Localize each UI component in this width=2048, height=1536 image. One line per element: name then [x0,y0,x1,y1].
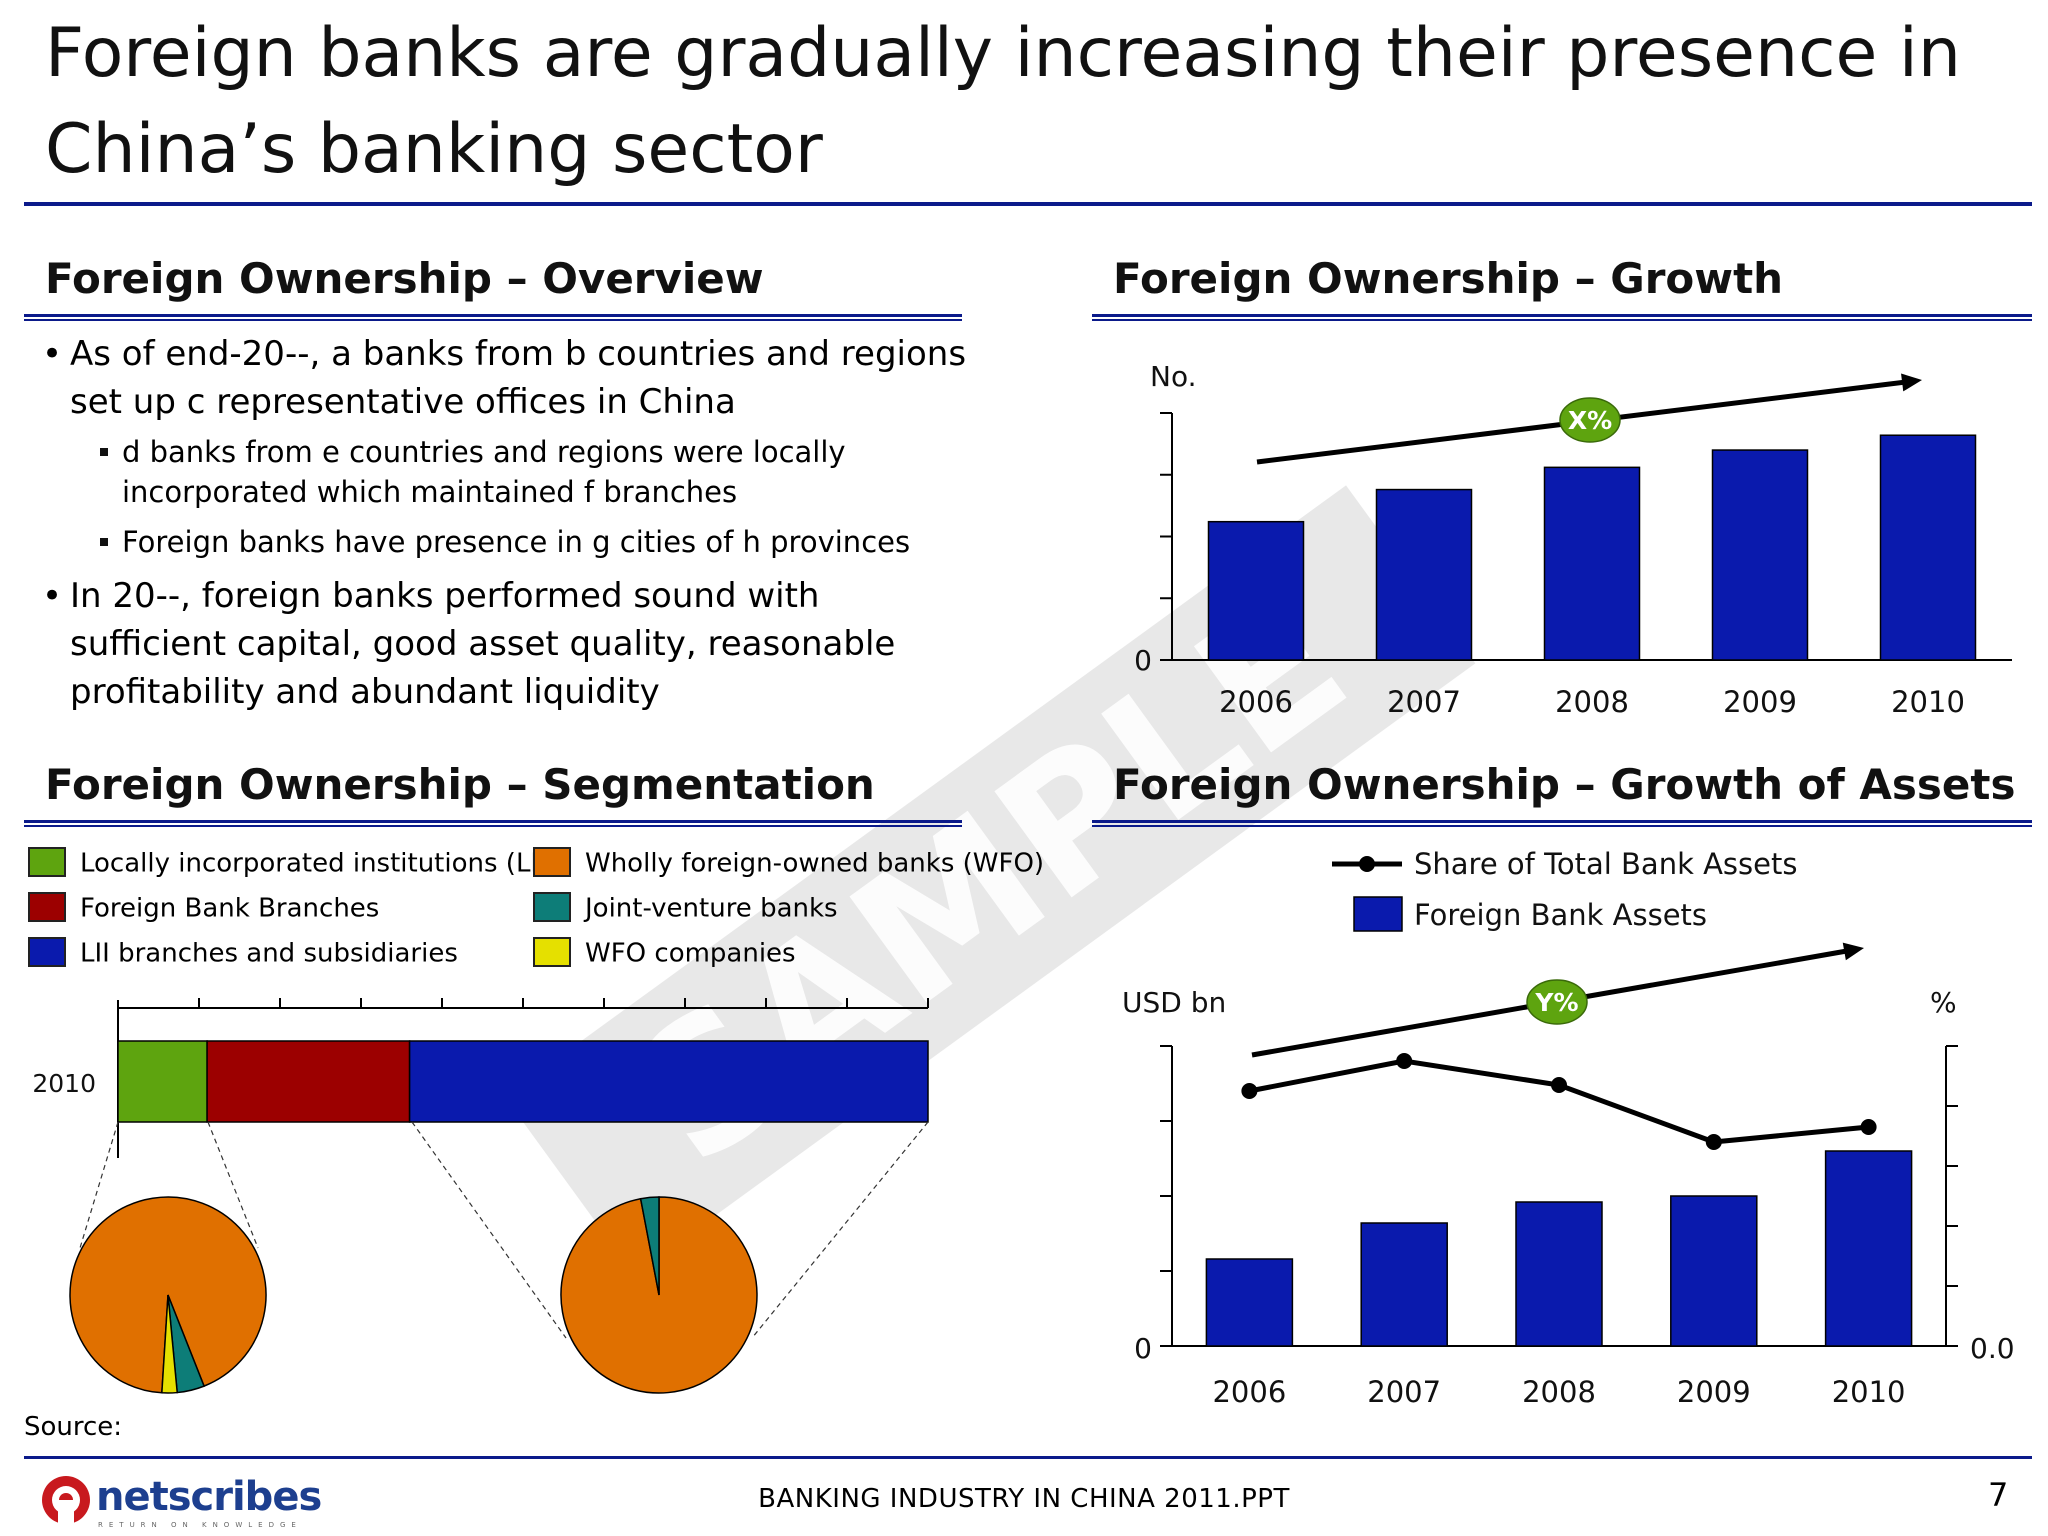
overview-title: Foreign Ownership – Overview [45,254,764,303]
share-point-2009 [1705,1134,1722,1150]
x-tick-label: 2007 [1367,1375,1441,1409]
legend-swatch [533,846,571,877]
bar-2009 [1670,1195,1758,1347]
footer-text: BANKING INDUSTRY IN CHINA 2011.PPT [758,1484,1290,1514]
bullet-item: In 20--, foreign banks performed sound w… [30,572,970,716]
legend-label: Foreign Bank Branches [80,893,380,924]
share-point-2010 [1860,1119,1877,1135]
bar-2010 [1824,1150,1913,1347]
pie-right-slice-1 [639,1196,660,1296]
connector-line [751,1121,929,1339]
y2-axis-label: % [1930,986,1957,1019]
legend-label: Joint-venture banks [585,893,838,924]
segmentation-divider [24,820,962,827]
category-label: 2010 [32,1069,96,1098]
legend-swatch [533,891,571,922]
x-tick-label: 2006 [1212,1375,1286,1409]
svg-text:RETURN ON KNOWLEDGE: RETURN ON KNOWLEDGE [98,1521,302,1529]
trend-arrow-head [1901,373,1922,392]
pie-left-slice-2 [161,1294,179,1394]
legend-label: Wholly foreign-owned banks (WFO) [585,848,1045,879]
overview-bullets: As of end-20--, a banks from b countries… [30,330,970,722]
y-tick-label: 0 [1134,644,1152,677]
connector-line [411,1121,567,1339]
legend-swatch [28,891,66,922]
bar-2007 [1360,1222,1448,1347]
footer-divider [24,1456,2032,1459]
page-title: Foreign banks are gradually increasing t… [45,14,1961,189]
segmentation-chart: 2010 [32,998,929,1394]
page-number: 7 [1988,1476,2009,1514]
bullet-item: As of end-20--, a banks from b countries… [30,330,970,426]
legend-label: WFO companies [585,938,796,969]
assets-divider [1092,820,2032,827]
legend-wfo: Wholly foreign-owned banks (WFO) [533,846,1044,880]
x-tick-label: 2009 [1677,1375,1751,1409]
bar-2009 [1711,449,1809,661]
bar-2006 [1207,520,1305,661]
sub-bullet-item: Foreign banks have presence in g cities … [30,522,970,562]
x-tick-label: 2008 [1522,1375,1596,1409]
trend-arrow-head [1842,942,1864,961]
share-point-2008 [1551,1077,1567,1093]
sub-bullet-item: d banks from e countries and regions wer… [30,432,970,512]
source-label: Source: [24,1412,123,1442]
legend-swatch [533,936,571,967]
bar-2006 [1205,1258,1294,1347]
legend-bar-label: Foreign Bank Assets [1414,898,1707,932]
title-divider [24,202,2032,206]
legend-swatch [28,936,66,967]
growth-badge [1559,397,1621,443]
share-line [1248,1058,1869,1145]
share-point-2006 [1241,1083,1258,1099]
y2-tick-label: 0.0 [1970,1332,2015,1365]
growth-chart: No. 0 2006 2007 2008 2009 2010 X% [1134,360,2012,719]
connector-line [79,1121,119,1249]
segment-1 [206,1040,411,1123]
bar-2007 [1375,488,1473,661]
assets-badge [1526,979,1588,1025]
legend-label: LII branches and subsidiaries [80,938,458,969]
legend-lii: Locally incorporated institutions (LII) [28,846,556,880]
growth-title: Foreign Ownership – Growth [1113,254,1784,303]
x-tick-label: 2009 [1723,685,1797,719]
connector-line [207,1121,259,1249]
legend-label: Locally incorporated institutions (LII) [80,848,556,879]
legend-swatch [28,846,66,877]
y-axis-label: No. [1150,360,1196,393]
legend-line-label: Share of Total Bank Assets [1414,847,1797,881]
assets-title: Foreign Ownership – Growth of Assets [1113,760,2016,809]
legend-lii-branches: LII branches and subsidiaries [28,936,458,970]
growth-badge-text: X% [1568,406,1612,435]
y-tick-label: 0 [1134,1332,1152,1365]
bar-2010 [1879,434,1977,661]
legend-bar-swatch [1353,896,1403,932]
assets-badge-text: Y% [1534,988,1578,1017]
legend-line-dot [1359,856,1375,872]
svg-text:netscribes: netscribes [96,1474,321,1520]
share-point-2007 [1396,1053,1413,1069]
legend-joint-venture: Joint-venture banks [533,891,838,925]
x-tick-label: 2010 [1832,1375,1906,1409]
x-tick-label: 2006 [1219,685,1293,719]
legend-foreign-bank-branches: Foreign Bank Branches [28,891,379,925]
assets-chart: Share of Total Bank Assets Foreign Bank A… [1122,847,2015,1409]
x-tick-label: 2010 [1891,685,1965,719]
x-tick-label: 2007 [1387,685,1461,719]
overview-divider [24,314,962,321]
x-tick-label: 2008 [1555,685,1629,719]
netscribes-logo: netscribes RETURN ON KNOWLEDGE [42,1474,322,1529]
bar-2008 [1543,466,1641,661]
segment-2 [408,1040,929,1123]
segment-0 [117,1040,208,1123]
segmentation-title: Foreign Ownership – Segmentation [45,760,875,809]
bar-2008 [1515,1201,1603,1347]
y-axis-label: USD bn [1122,986,1226,1019]
growth-divider [1092,314,2032,321]
legend-wfo-companies: WFO companies [533,936,796,970]
